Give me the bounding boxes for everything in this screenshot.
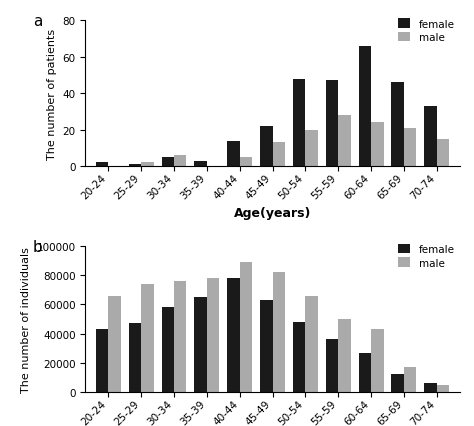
Bar [109, 296, 121, 392]
Bar [227, 279, 240, 392]
Bar [273, 143, 285, 167]
Bar [404, 129, 417, 167]
Bar [326, 81, 338, 167]
Bar [392, 83, 404, 167]
Bar [141, 285, 154, 392]
Bar [162, 158, 174, 167]
Bar [359, 47, 371, 167]
Bar [128, 324, 141, 392]
Bar [338, 319, 351, 392]
Bar [260, 127, 273, 167]
Bar [194, 161, 207, 167]
Bar [174, 156, 186, 167]
Bar [437, 385, 449, 392]
Bar [392, 374, 404, 392]
Bar [305, 130, 318, 167]
Bar [273, 273, 285, 392]
Bar [338, 116, 351, 167]
Bar [326, 340, 338, 392]
Bar [293, 322, 305, 392]
Bar [194, 297, 207, 392]
Bar [240, 262, 252, 392]
Bar [359, 353, 371, 392]
Bar [260, 300, 273, 392]
Bar [174, 282, 186, 392]
Bar [305, 296, 318, 392]
Bar [404, 367, 417, 392]
Text: a: a [33, 14, 42, 29]
X-axis label: Age(years): Age(years) [234, 207, 311, 220]
Bar [96, 329, 109, 392]
Bar [371, 123, 383, 167]
Bar [424, 383, 437, 392]
Bar [162, 308, 174, 392]
Bar [207, 279, 219, 392]
Legend: female, male: female, male [398, 19, 455, 43]
Bar [371, 329, 383, 392]
Legend: female, male: female, male [398, 245, 455, 268]
Bar [293, 79, 305, 167]
Y-axis label: The number of individuals: The number of individuals [21, 247, 31, 392]
Bar [437, 139, 449, 167]
Bar [128, 165, 141, 167]
Text: b: b [33, 239, 43, 254]
Bar [96, 163, 109, 167]
Bar [424, 106, 437, 167]
Bar [141, 163, 154, 167]
Y-axis label: The number of patients: The number of patients [47, 29, 57, 159]
Bar [240, 158, 252, 167]
Bar [227, 141, 240, 167]
